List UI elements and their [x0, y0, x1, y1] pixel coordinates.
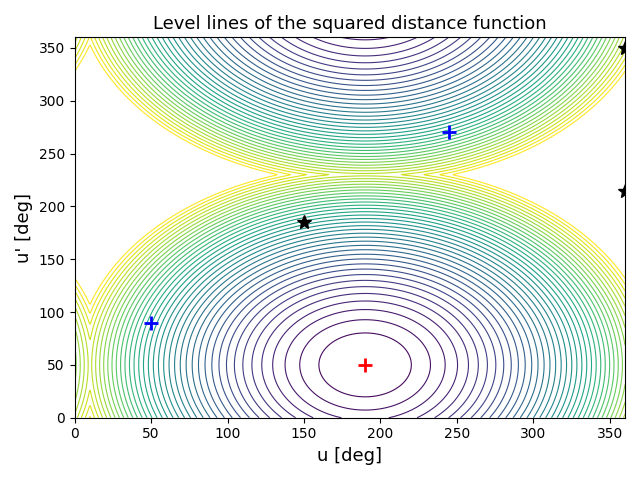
X-axis label: u [deg]: u [deg] — [317, 447, 382, 465]
Y-axis label: u' [deg]: u' [deg] — [15, 192, 33, 263]
Title: Level lines of the squared distance function: Level lines of the squared distance func… — [153, 15, 547, 33]
